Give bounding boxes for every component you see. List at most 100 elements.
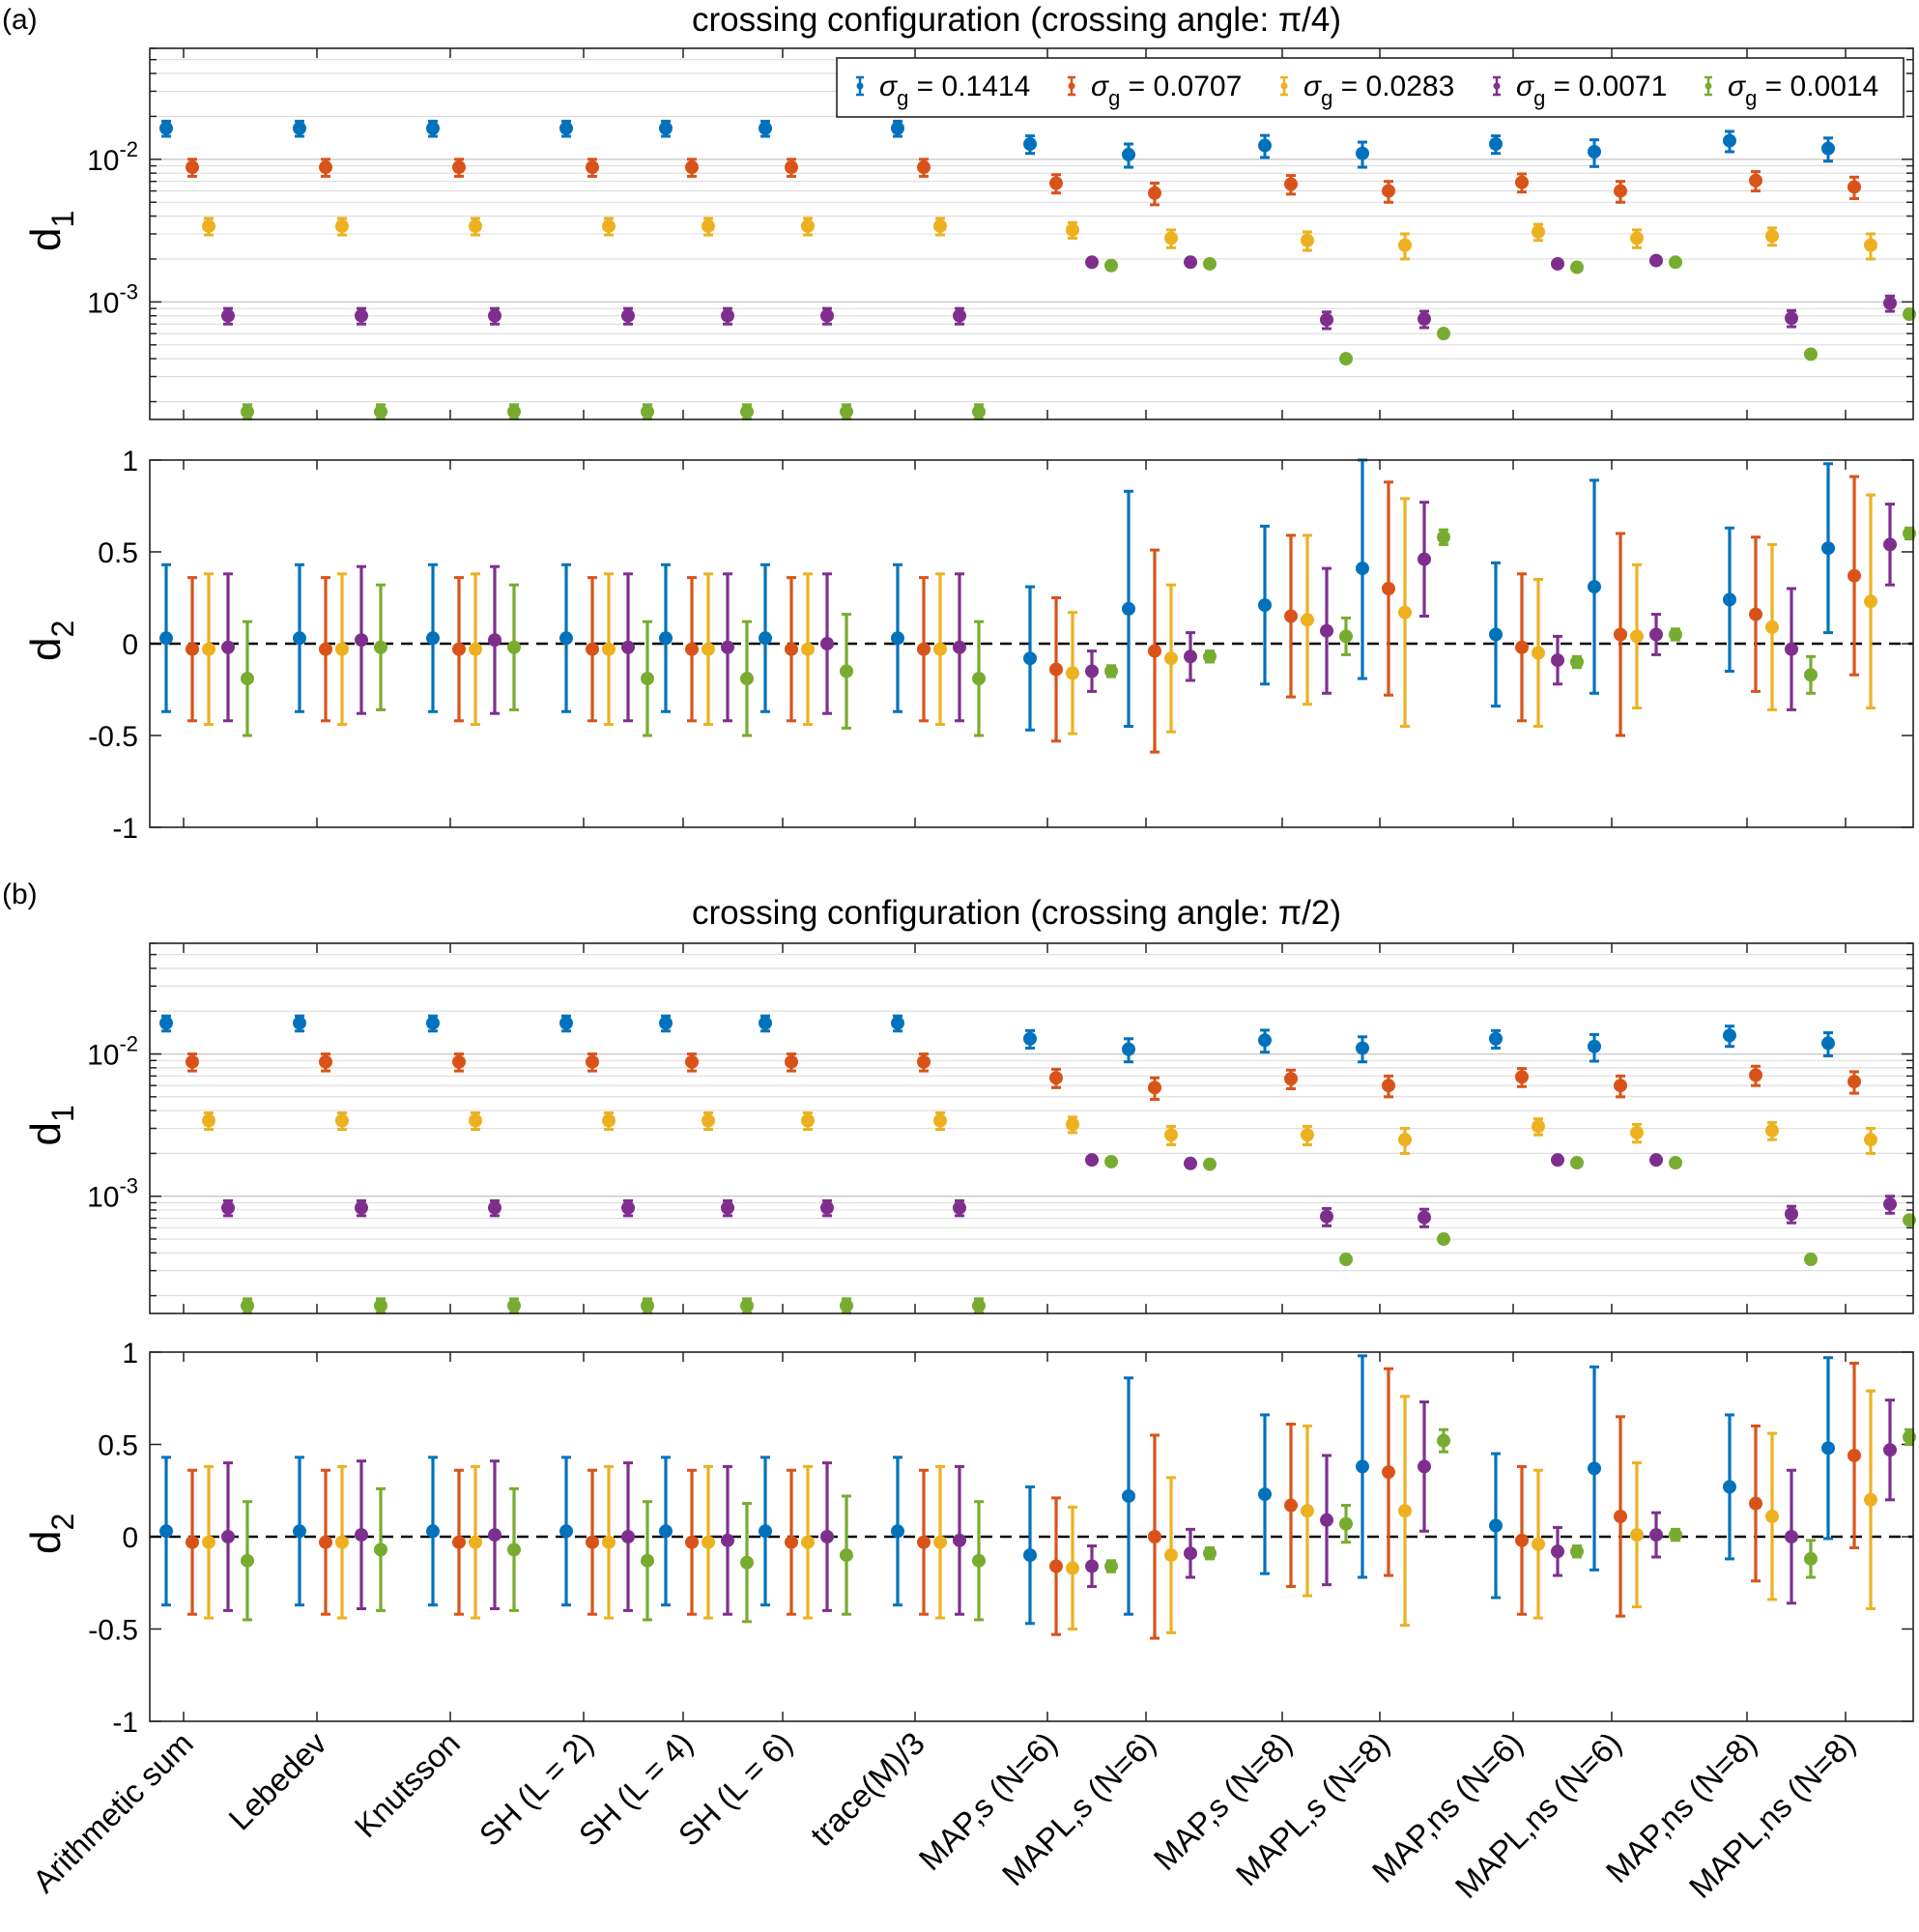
data-point [335,1535,349,1549]
data-point [891,121,904,135]
data-point [488,1200,501,1215]
legend-entry: σg = 0.0283 [1303,71,1454,110]
data-point [374,404,387,418]
data-point [801,218,815,233]
x-category-label: Arithmetic sum [25,1725,199,1899]
data-point [1164,651,1178,666]
data-point [1301,1128,1314,1142]
data-point [221,640,235,654]
data-point [621,1200,635,1215]
data-point [1398,1504,1412,1518]
data-point [785,160,798,175]
data-point [702,218,715,233]
data-point [1284,609,1298,623]
data-point [820,308,834,323]
data-point [1258,1487,1272,1502]
data-point [785,1535,798,1549]
data-point [602,218,616,233]
data-point [1765,1123,1779,1138]
data-point [721,308,734,323]
data-point [1356,146,1369,160]
data-point [820,1530,834,1543]
data-point [319,160,332,175]
data-point [1532,224,1545,239]
data-point [426,121,440,135]
data-point [917,642,931,656]
data-point [1489,137,1503,152]
data-point [621,308,635,323]
data-point [891,1016,904,1030]
data-point [507,640,521,654]
data-point [559,631,573,646]
legend-marker [1493,82,1501,90]
data-point [840,1548,853,1563]
panel-label-a: (a) [2,4,38,36]
data-point [1418,1210,1431,1225]
y-tick-label: -1 [112,813,138,845]
data-point [1765,620,1779,634]
data-point [1515,1533,1529,1547]
data-point [1630,1528,1644,1543]
data-point [1723,592,1736,607]
y-axis-label-d2: d2 [22,1514,80,1554]
data-point [1148,186,1161,200]
x-category-label: Lebedev [221,1724,333,1836]
data-point [241,404,254,418]
data-point [1356,1041,1369,1055]
data-point [1804,1253,1818,1267]
data-point [1903,1213,1916,1227]
data-point [159,121,173,135]
data-point [1122,1488,1135,1503]
data-point [641,1298,654,1312]
data-point [953,308,966,323]
data-point [1104,664,1118,678]
data-point [685,1054,699,1069]
data-point [221,308,235,323]
data-point [1148,1530,1161,1543]
data-point [933,642,947,656]
data-point [202,1535,215,1549]
data-point [1339,1253,1353,1267]
data-point [1203,256,1217,271]
data-point [1437,327,1450,341]
x-category-label: Knutsson [347,1725,466,1844]
data-point [1749,1068,1762,1082]
data-point [1066,666,1079,680]
plot-b-d2: 1 0.5 0 -0.5 -1 d2 [22,1338,1916,1739]
data-point [917,160,931,175]
data-point [1614,184,1627,198]
data-point [319,1054,332,1069]
data-point [659,1016,673,1030]
data-point [1551,653,1564,668]
data-point [241,672,254,686]
y-axis-label-d1: d1 [22,1105,80,1145]
data-point [1515,640,1529,654]
data-point [507,404,521,418]
data-point [1649,1153,1663,1168]
data-point [426,1524,440,1539]
data-point [488,1528,501,1543]
data-point [1883,1197,1897,1211]
data-point [293,1016,306,1030]
data-point [1164,231,1178,245]
data-point [1049,662,1063,677]
data-point [1614,1079,1627,1093]
legend-entry: σg = 0.0707 [1091,71,1242,110]
data-point [1630,231,1644,245]
data-point [186,642,199,656]
data-point [586,1535,599,1549]
data-point [452,160,466,175]
y-tick-label: -1 [112,1707,138,1739]
data-point [1847,180,1861,194]
data-point [559,121,573,135]
y-axis-label-d2: d2 [22,620,80,661]
x-category-label: MAPL,ns (N=8) [1682,1725,1862,1905]
data-point [972,672,986,686]
data-point [1847,568,1861,583]
data-point [559,1524,573,1539]
data-point [1532,646,1545,660]
chart-title-b: crossing configuration (crossing angle: … [692,894,1341,932]
data-point [759,631,772,646]
legend-marker [1280,82,1288,90]
data-point [891,631,904,646]
